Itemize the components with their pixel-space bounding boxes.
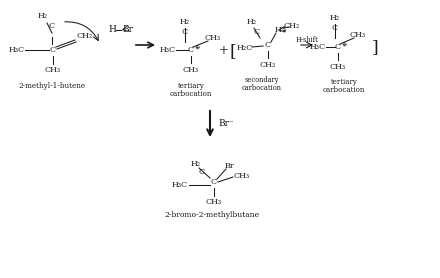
Text: tertiary: tertiary	[330, 78, 357, 86]
Text: carbocation: carbocation	[170, 90, 212, 98]
Text: H-shift: H-shift	[296, 36, 319, 44]
Text: C: C	[332, 24, 338, 32]
Text: CH₃: CH₃	[206, 198, 222, 206]
Text: H₂: H₂	[330, 14, 340, 22]
Text: CH₂: CH₂	[77, 32, 93, 40]
Text: C: C	[182, 28, 188, 36]
Text: CH₃: CH₃	[234, 172, 250, 180]
Text: H: H	[275, 26, 282, 34]
Text: C: C	[50, 46, 56, 54]
Text: C: C	[49, 22, 55, 30]
Text: Br: Br	[224, 162, 234, 170]
Text: secondary: secondary	[245, 76, 279, 84]
Text: CH₃: CH₃	[45, 66, 61, 74]
Text: H: H	[108, 26, 116, 34]
Text: ⊕: ⊕	[341, 41, 347, 46]
Text: tertiary: tertiary	[178, 82, 205, 90]
Text: C: C	[188, 46, 194, 54]
Text: C: C	[199, 168, 205, 176]
Text: H₂: H₂	[247, 18, 257, 26]
Text: [: [	[230, 43, 236, 61]
Text: CH₃: CH₃	[260, 61, 276, 69]
Text: Br⁻: Br⁻	[218, 120, 234, 128]
Text: Br: Br	[122, 26, 133, 34]
Text: CH₂: CH₂	[284, 22, 300, 30]
Text: H₂C: H₂C	[237, 44, 253, 52]
Text: 2-bromo-2-methylbutane: 2-bromo-2-methylbutane	[165, 211, 260, 219]
Text: CH₃: CH₃	[205, 34, 221, 42]
Text: CH₃: CH₃	[330, 63, 346, 71]
Text: 2-methyl-1-butene: 2-methyl-1-butene	[18, 82, 85, 90]
Text: H₃C: H₃C	[310, 43, 326, 51]
Text: CH₃: CH₃	[350, 31, 366, 39]
Text: ⊕: ⊕	[194, 44, 200, 49]
Text: C: C	[211, 178, 217, 186]
Text: ⊕: ⊕	[282, 28, 286, 33]
Text: H₃C: H₃C	[172, 181, 188, 189]
Text: H₃C: H₃C	[160, 46, 176, 54]
Text: CH₃: CH₃	[183, 66, 199, 74]
Text: C: C	[265, 41, 271, 49]
Text: H₂: H₂	[191, 160, 201, 168]
Text: carbocation: carbocation	[323, 86, 365, 94]
Text: carbocation: carbocation	[242, 84, 282, 92]
Text: C: C	[335, 43, 341, 51]
Text: H₃C: H₃C	[9, 46, 25, 54]
Text: +: +	[219, 43, 229, 56]
Text: H₂: H₂	[180, 18, 190, 26]
Text: ]: ]	[372, 39, 378, 56]
Text: C: C	[254, 28, 260, 36]
Text: H₂: H₂	[38, 12, 48, 20]
